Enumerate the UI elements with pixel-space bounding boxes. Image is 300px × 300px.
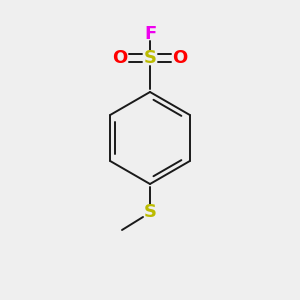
Text: O: O	[172, 49, 188, 67]
Text: F: F	[144, 25, 156, 43]
Text: S: S	[143, 49, 157, 67]
Text: O: O	[112, 49, 128, 67]
Text: S: S	[143, 203, 157, 221]
